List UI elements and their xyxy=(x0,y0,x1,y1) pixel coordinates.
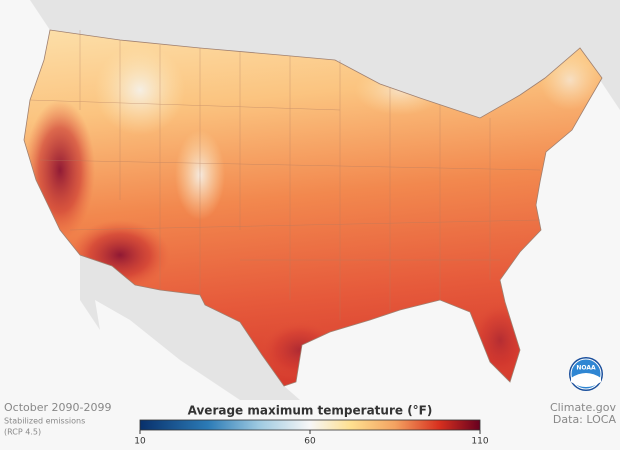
colorbar-title: Average maximum temperature (°F) xyxy=(188,404,433,418)
period: October 2090-2099 xyxy=(4,401,111,414)
colorbar-tick-label: 110 xyxy=(471,437,488,447)
noaa-logo: NOAA xyxy=(569,357,603,391)
scenario: Stabilized emissions xyxy=(4,417,85,426)
colorbar-tick-label: 10 xyxy=(134,437,146,447)
scenario-code: (RCP 4.5) xyxy=(4,428,41,437)
credit-data: Data: LOCA xyxy=(553,413,617,426)
credit-source: Climate.gov xyxy=(550,401,617,414)
colorbar-tick-label: 60 xyxy=(304,437,316,447)
mexico xyxy=(80,255,300,400)
canada xyxy=(0,0,620,118)
colorbar xyxy=(139,419,481,431)
state-borders xyxy=(29,30,541,320)
logo-text: NOAA xyxy=(576,365,596,372)
